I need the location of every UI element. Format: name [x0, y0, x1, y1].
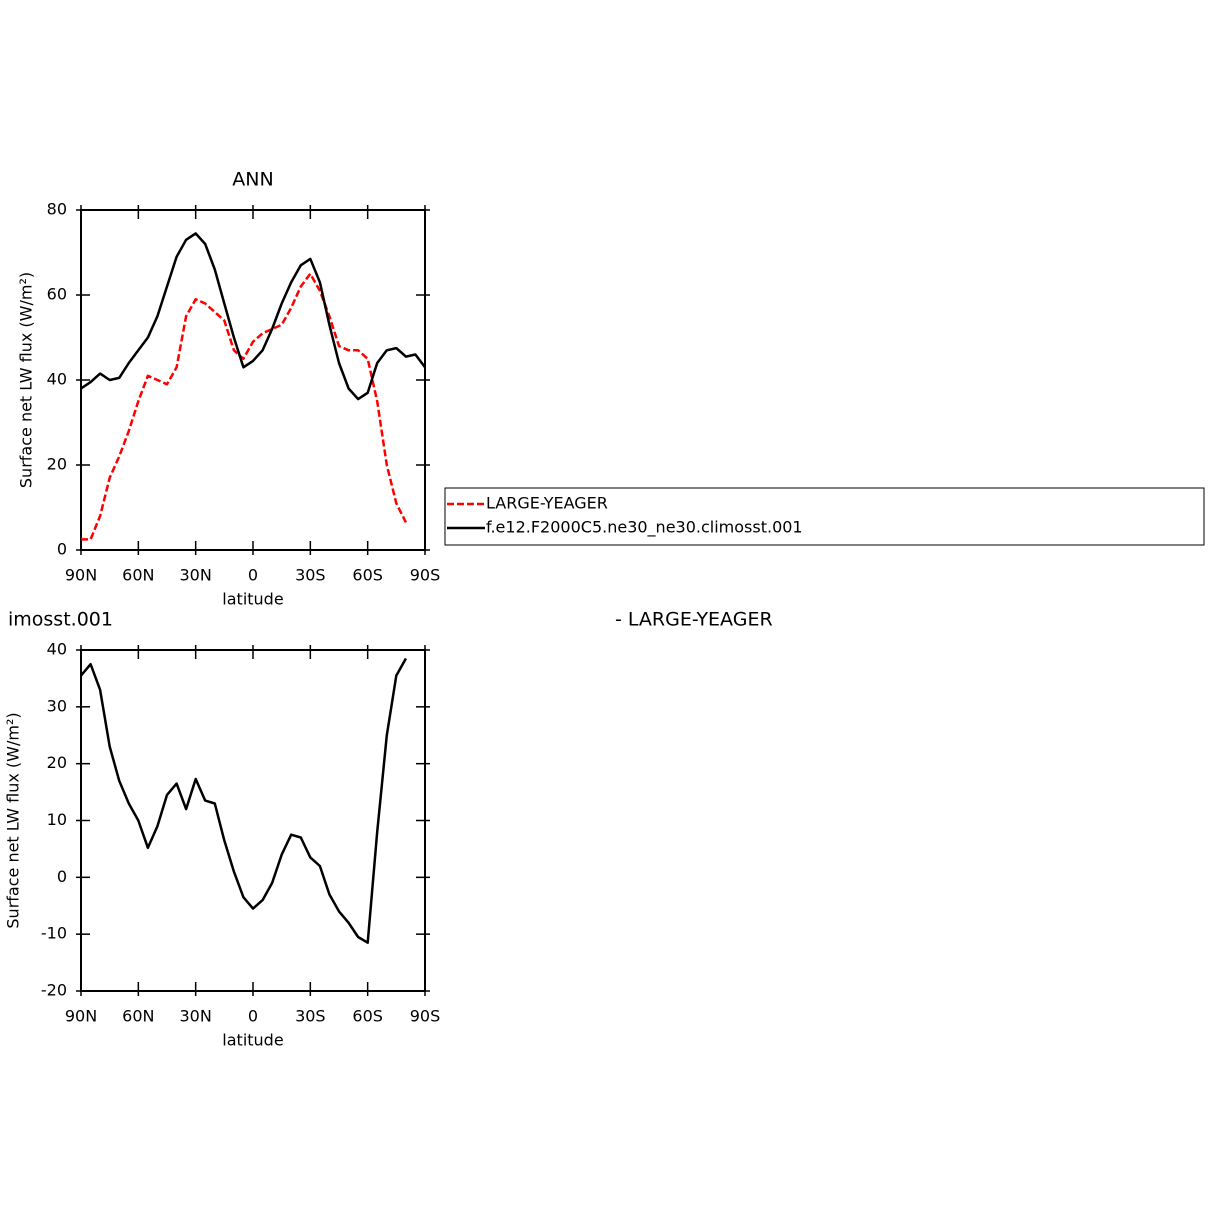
x-axis-label: latitude [222, 1031, 283, 1050]
y-tick-label: 80 [47, 200, 67, 219]
data-line [80, 232, 426, 401]
data-line [81, 272, 408, 541]
x-tick-label: 90N [65, 1007, 97, 1026]
x-tick-label: 30S [295, 566, 326, 585]
x-tick-label: 60S [352, 566, 383, 585]
x-tick-label: 0 [248, 1007, 258, 1026]
x-tick-label: 30N [180, 1007, 212, 1026]
x-tick-label: 90N [65, 566, 97, 585]
y-tick-label: 0 [57, 540, 67, 559]
x-tick-label: 30S [295, 1007, 326, 1026]
legend-label: f.e12.F2000C5.ne30_ne30.climosst.001 [486, 518, 803, 538]
x-tick-label: 90S [410, 566, 441, 585]
x-tick-label: 60S [352, 1007, 383, 1026]
y-tick-label: 20 [47, 455, 67, 474]
y-tick-label: 40 [47, 370, 67, 389]
y-tick-label: 60 [47, 285, 67, 304]
plot-frame [80, 209, 426, 551]
y-tick-label: 10 [47, 810, 67, 829]
y-tick-label: 30 [47, 696, 67, 715]
legend-box [444, 487, 1205, 546]
legend-label: LARGE-YEAGER [486, 494, 608, 513]
y-axis-label: Surface net LW flux (W/m²) [17, 272, 36, 488]
plot-frame [80, 649, 426, 992]
x-tick-label: 30N [180, 566, 212, 585]
y-tick-label: 0 [57, 867, 67, 886]
x-tick-label: 0 [248, 566, 258, 585]
chart-title: imosst.001 [8, 609, 113, 631]
y-tick-label: -20 [41, 981, 67, 1000]
chart-subtitle: - LARGE-YEAGER [615, 609, 773, 631]
x-axis-label: latitude [222, 590, 283, 609]
y-axis-label: Surface net LW flux (W/m²) [4, 712, 23, 928]
x-tick-label: 60N [122, 1007, 154, 1026]
chart-title: ANN [232, 169, 273, 191]
y-tick-label: 20 [47, 753, 67, 772]
x-tick-label: 90S [410, 1007, 441, 1026]
y-tick-label: 40 [47, 640, 67, 659]
x-tick-label: 60N [122, 566, 154, 585]
data-line [80, 657, 407, 944]
y-tick-label: -10 [41, 924, 67, 943]
